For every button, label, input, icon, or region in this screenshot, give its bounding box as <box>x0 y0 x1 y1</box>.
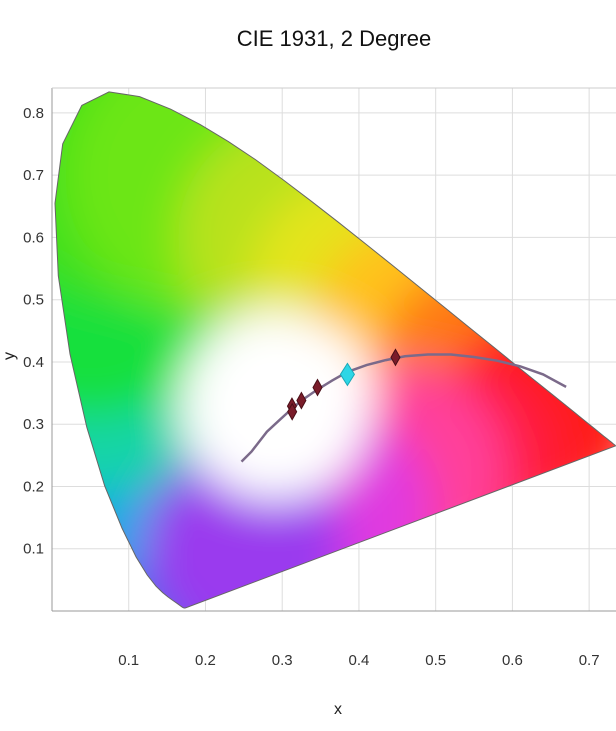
x-tick-label-1: 0.2 <box>195 652 216 669</box>
x-tick-label-5: 0.6 <box>502 652 523 669</box>
data-point-3 <box>312 378 323 397</box>
chart-title: CIE 1931, 2 Degree <box>237 26 431 51</box>
x-tick-label-2: 0.3 <box>272 652 293 669</box>
y-tick-label-3: 0.4 <box>23 354 44 371</box>
data-point-2 <box>296 391 307 410</box>
y-tick-label-6: 0.7 <box>23 167 44 184</box>
y-tick-label-0: 0.1 <box>23 541 44 558</box>
y-tick-label-5: 0.6 <box>23 229 44 246</box>
gamut-color-blob-17 <box>235 323 376 464</box>
x-tick-label-4: 0.5 <box>425 652 446 669</box>
y-tick-label-7: 0.8 <box>23 105 44 122</box>
data-point-1 <box>287 402 298 421</box>
y-tick-label-2: 0.3 <box>23 416 44 433</box>
data-point-4 <box>390 348 401 367</box>
x-axis-ticks: 0.1 0.2 0.3 0.4 0.5 0.6 0.7 <box>118 652 599 669</box>
planckian-locus-line <box>240 353 567 463</box>
y-tick-label-1: 0.2 <box>23 478 44 495</box>
spectral-locus-boundary <box>54 91 616 609</box>
y-axis-label: y <box>1 352 18 360</box>
x-tick-label-0: 0.1 <box>118 652 139 669</box>
x-axis-label: x <box>334 701 342 718</box>
x-tick-label-6: 0.7 <box>579 652 600 669</box>
y-tick-label-4: 0.5 <box>23 292 44 309</box>
point-marks <box>286 348 401 421</box>
x-tick-label-3: 0.4 <box>349 652 370 669</box>
data-point-5 <box>339 362 356 387</box>
y-axis-ticks: 0.1 0.2 0.3 0.4 0.5 0.6 0.7 0.8 <box>23 105 44 558</box>
